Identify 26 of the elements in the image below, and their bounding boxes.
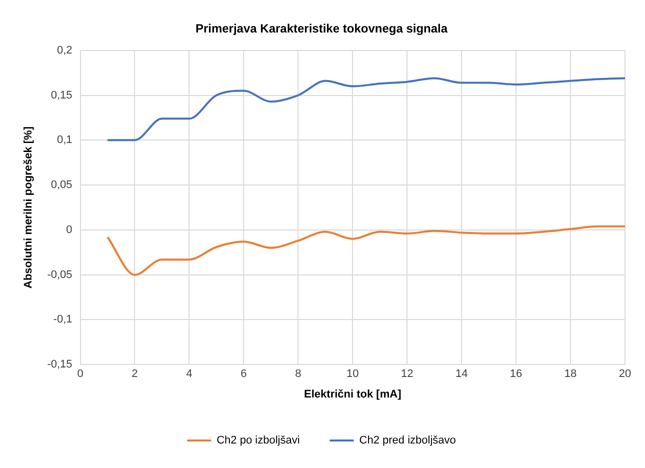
legend-label: Ch2 po izboljšavi bbox=[216, 434, 300, 447]
y-tick-label: -0,05 bbox=[47, 268, 72, 281]
x-axis-title: Električni tok [mA] bbox=[304, 388, 402, 400]
line-series bbox=[106, 225, 625, 276]
x-tick-label: 20 bbox=[618, 368, 632, 380]
chart-title: Primerjava Karakteristike tokovnega signala bbox=[195, 22, 448, 36]
y-tick-label: 0 bbox=[66, 224, 72, 236]
y-tick-label: -0,1 bbox=[53, 314, 72, 326]
y-tick-label: 0,2 bbox=[56, 44, 72, 56]
line-series bbox=[106, 77, 625, 142]
x-tick-label: 6 bbox=[240, 368, 247, 380]
y-tick-label: 0,05 bbox=[50, 179, 72, 192]
x-tick-label: 4 bbox=[186, 368, 192, 380]
y-tick-label: 0,1 bbox=[56, 134, 72, 146]
y-tick-label: 0,15 bbox=[50, 89, 72, 102]
x-tick-label: 0 bbox=[77, 368, 84, 380]
x-tick-label: 18 bbox=[564, 368, 577, 380]
y-tick-label: -0,15 bbox=[47, 358, 72, 371]
x-tick-label: 14 bbox=[455, 368, 468, 380]
x-tick-label: 8 bbox=[295, 368, 302, 380]
x-tick-label: 12 bbox=[400, 368, 414, 380]
x-tick-label: 10 bbox=[346, 368, 359, 380]
x-tick-label: 2 bbox=[132, 368, 138, 380]
y-axis-title: Absolutni merilni pogrešek [%] bbox=[22, 126, 35, 288]
legend-label: Ch2 pred izboljšavo bbox=[359, 434, 456, 447]
x-tick-label: 16 bbox=[510, 368, 522, 380]
